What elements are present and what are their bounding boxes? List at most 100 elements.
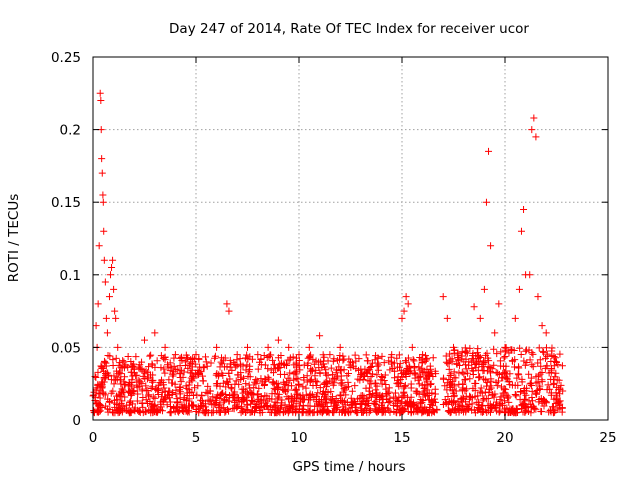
data-point <box>426 405 434 413</box>
data-point <box>550 376 558 384</box>
data-point <box>98 155 106 163</box>
data-point <box>418 356 426 364</box>
data-point <box>490 345 498 353</box>
data-point <box>364 396 372 404</box>
data-point <box>556 400 564 408</box>
x-axis-label: GPS time / hours <box>292 459 405 475</box>
data-point <box>97 97 105 105</box>
data-point <box>139 403 147 411</box>
data-point <box>443 386 451 394</box>
data-point <box>290 394 298 402</box>
data-point <box>213 343 221 351</box>
data-point <box>471 379 479 387</box>
data-point <box>170 354 178 362</box>
data-point <box>385 388 393 396</box>
data-point <box>158 388 166 396</box>
data-point <box>240 374 248 382</box>
data-point <box>199 402 207 410</box>
data-point <box>227 360 235 368</box>
data-point <box>97 401 105 409</box>
data-point <box>307 367 315 375</box>
data-point <box>233 351 241 359</box>
data-point <box>264 343 272 351</box>
data-point <box>214 380 222 388</box>
data-point <box>445 376 453 384</box>
data-point <box>186 378 194 386</box>
data-point <box>161 369 169 377</box>
data-point <box>474 366 482 374</box>
data-point <box>174 398 182 406</box>
data-point <box>209 407 217 415</box>
data-point <box>369 359 377 367</box>
data-point <box>375 361 383 369</box>
data-point <box>216 395 224 403</box>
data-point <box>141 336 148 344</box>
data-point <box>204 409 212 417</box>
data-point <box>320 360 328 368</box>
data-point <box>526 271 534 279</box>
data-point <box>558 362 566 370</box>
data-point <box>270 403 278 411</box>
data-point <box>543 350 551 358</box>
data-point <box>322 371 330 379</box>
data-point <box>501 343 509 351</box>
data-point <box>244 372 252 380</box>
data-point <box>177 370 185 378</box>
data-point <box>138 380 146 388</box>
data-point <box>223 377 231 385</box>
data-point <box>257 375 265 383</box>
data-point <box>529 350 537 358</box>
data-point <box>176 394 184 402</box>
data-point <box>382 380 390 388</box>
data-point <box>480 395 488 403</box>
data-point <box>104 351 112 359</box>
data-point <box>474 355 482 363</box>
data-point <box>372 379 380 387</box>
data-point <box>182 358 190 366</box>
data-point <box>255 384 263 392</box>
data-point <box>185 408 193 416</box>
data-point <box>295 362 303 370</box>
data-point <box>500 354 508 362</box>
data-point <box>335 355 343 363</box>
data-point <box>246 353 254 361</box>
data-point <box>538 322 546 330</box>
data-point <box>474 406 482 414</box>
data-point <box>251 407 259 415</box>
data-point <box>296 398 304 406</box>
y-axis-label: ROTI / TECUs <box>6 194 22 282</box>
data-point <box>480 285 488 293</box>
data-point <box>145 363 153 371</box>
data-point <box>110 396 118 404</box>
data-point <box>105 397 113 405</box>
data-point <box>316 369 324 377</box>
data-point <box>457 398 465 406</box>
data-point <box>259 396 267 404</box>
data-point <box>427 365 435 373</box>
data-point <box>94 368 102 376</box>
data-point <box>204 382 212 390</box>
data-point <box>538 369 546 377</box>
data-point <box>264 373 272 381</box>
data-point <box>472 359 480 367</box>
data-point <box>550 379 558 387</box>
data-point <box>446 383 454 391</box>
data-point <box>372 390 380 398</box>
data-point <box>132 353 140 361</box>
data-point <box>193 370 201 378</box>
data-point <box>221 408 229 416</box>
data-point <box>349 399 357 407</box>
data-point <box>523 384 531 392</box>
data-point <box>362 384 370 392</box>
data-point <box>491 329 499 337</box>
data-point <box>458 386 466 394</box>
data-point <box>302 384 310 392</box>
data-point <box>506 408 514 416</box>
data-point <box>501 353 509 361</box>
data-point <box>524 408 532 416</box>
data-point <box>324 357 332 365</box>
data-point <box>505 378 513 386</box>
data-point <box>465 401 473 409</box>
x-tick-label: 5 <box>192 430 201 446</box>
data-point <box>404 300 412 308</box>
